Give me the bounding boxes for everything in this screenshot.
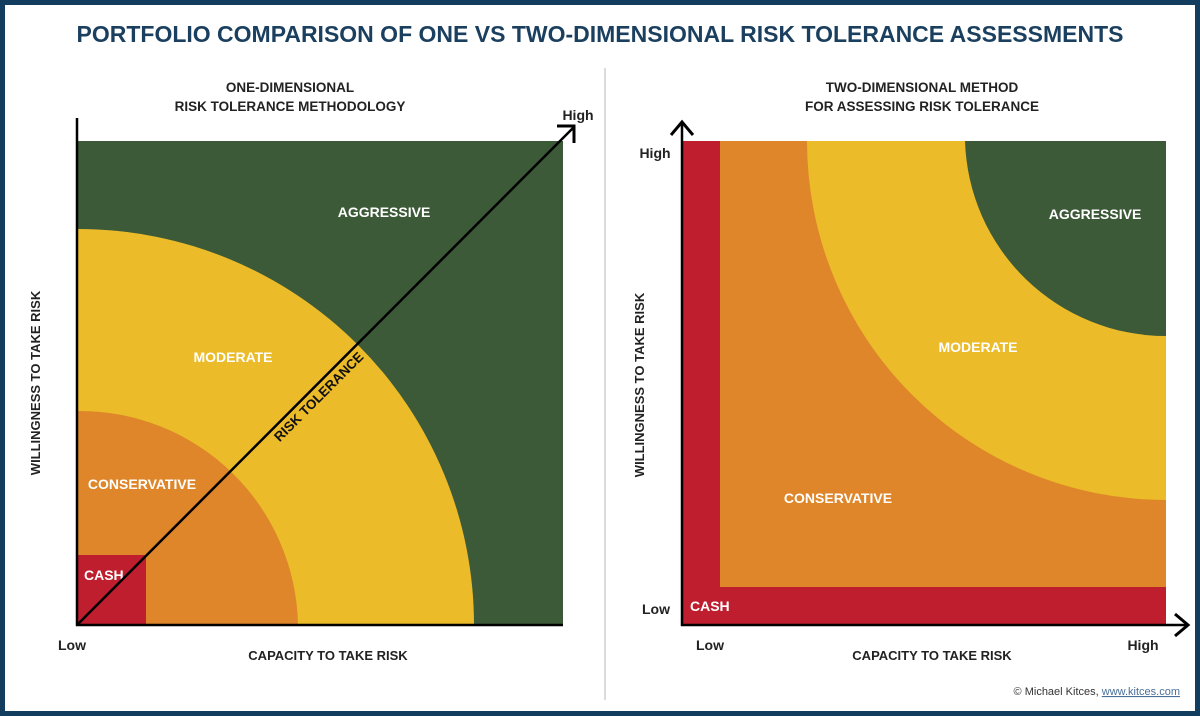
left-low-label: Low	[58, 637, 86, 653]
y-arrowhead-icon	[669, 119, 695, 136]
right-x-high-label: High	[1127, 637, 1158, 653]
credit-prefix: © Michael Kitces,	[1014, 686, 1102, 698]
label-moderate: MODERATE	[193, 349, 272, 365]
label-moderate: MODERATE	[938, 339, 1017, 355]
risk-tolerance-diagonal	[76, 127, 574, 626]
left-title-line2: RISK TOLERANCE METHODOLOGY	[175, 99, 406, 114]
right-title-line1: TWO-DIMENSIONAL METHOD	[826, 80, 1019, 95]
left-y-axis-label: WILLINGNESS TO TAKE RISK	[28, 290, 43, 475]
main-title: PORTFOLIO COMPARISON OF ONE VS TWO-DIMEN…	[77, 21, 1124, 47]
label-conservative: CONSERVATIVE	[88, 476, 196, 492]
credit: © Michael Kitces, www.kitces.com	[1014, 686, 1180, 698]
right-title-line2: FOR ASSESSING RISK TOLERANCE	[805, 99, 1039, 114]
label-aggressive: AGGRESSIVE	[1049, 206, 1142, 222]
right-y-high-label: High	[639, 145, 670, 161]
right-y-low-label: Low	[642, 601, 670, 617]
zone-aggressive	[965, 141, 1166, 336]
diagonal-arrowhead-icon	[557, 124, 576, 143]
credit-link[interactable]: www.kitces.com	[1101, 686, 1180, 698]
label-cash: CASH	[84, 567, 124, 583]
right-y-axis-label: WILLINGNESS TO TAKE RISK	[632, 292, 647, 477]
label-cash: CASH	[690, 598, 730, 614]
label-aggressive: AGGRESSIVE	[338, 204, 431, 220]
right-x-axis-label: CAPACITY TO TAKE RISK	[852, 648, 1012, 663]
label-conservative: CONSERVATIVE	[784, 490, 892, 506]
right-panel: TWO-DIMENSIONAL METHOD FOR ASSESSING RIS…	[632, 80, 1191, 663]
left-title-line1: ONE-DIMENSIONAL	[226, 80, 354, 95]
x-arrowhead-icon	[1174, 612, 1191, 638]
left-panel: ONE-DIMENSIONAL RISK TOLERANCE METHODOLO…	[28, 80, 594, 663]
left-x-axis-label: CAPACITY TO TAKE RISK	[248, 648, 408, 663]
left-high-label: High	[562, 107, 593, 123]
right-x-low-label: Low	[696, 637, 724, 653]
